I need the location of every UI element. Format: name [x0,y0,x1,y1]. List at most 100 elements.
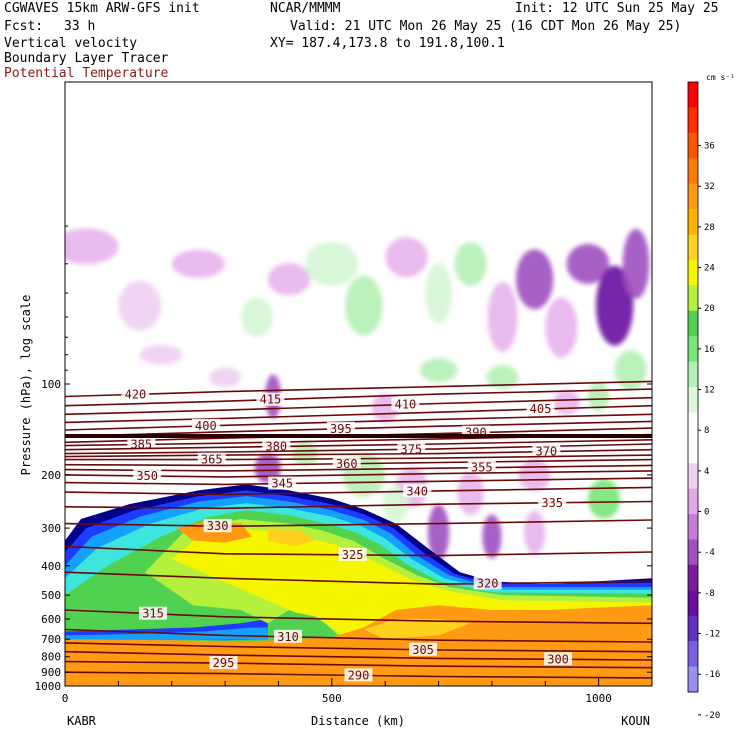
colorbar-tick-label: 0 [704,508,709,518]
vertical-velocity-cell [482,514,502,559]
vertical-velocity-cell [587,478,620,519]
colorbar-frame [687,81,699,693]
theta-label-bg [326,421,355,435]
x-tick-label: 500 [322,692,342,705]
theta-label-bg [338,547,367,561]
theta-contour-label: 395 [330,422,352,436]
tracer-contour [363,619,471,640]
theta-label-bg [467,460,496,474]
theta-label-bg [538,495,567,509]
theta-contour-label: 335 [541,496,563,510]
colorbar-swatch [688,158,698,185]
x-axis: 0 500 1000 [62,678,653,705]
colorbar-swatch [688,641,698,668]
colorbar-swatch [688,234,698,261]
colorbar-swatch [688,412,698,439]
theta-label-bg [473,576,502,590]
x-end-station: KOUN [621,714,650,728]
colorbar-swatch [688,387,698,413]
theta-contour-label: 380 [265,439,287,453]
vertical-velocity-cell [171,249,226,278]
colorbar-swatch [688,183,698,210]
cross-section-endpoints: XY= 187.4,173.8 to 191.8,100.1 [270,36,505,51]
theta-label-bg [391,397,420,411]
colorbar-swatch [688,463,698,490]
model-name: CGWAVES 15km ARW-GFS init [4,1,200,16]
theta-contour-label: 330 [207,519,229,533]
theta-contour-line [65,545,652,557]
vertical-velocity-cell [523,510,546,555]
vertical-velocity-cell [419,358,458,383]
y-tick-label: 600 [41,613,61,626]
vertical-velocity-cell [486,365,519,390]
vertical-velocity-cell [382,486,410,523]
y-tick-label: 200 [41,469,61,482]
colorbar: 36 32 28 24 20 16 12 8 4 0 -4 -8 -12 -16 -20 [687,81,720,721]
colorbar-tick-label: 12 [704,386,715,396]
colorbar-unit: cm s⁻¹ [706,73,735,82]
tracer-contour [267,528,316,547]
theta-contour-label: 365 [201,453,223,467]
theta-contour-line [65,388,652,407]
vertical-velocity-cell [267,263,311,296]
colorbar-tick-label: -16 [704,670,720,680]
theta-contour-label: 340 [406,484,428,498]
theta-contour-label: 415 [260,393,282,407]
field-vertical-velocity: Vertical velocity [4,36,138,51]
theta-label-bg [197,452,226,466]
y-tick-label: 800 [41,651,61,664]
colorbar-swatch [688,132,698,159]
theta-contour-label: 400 [195,419,217,433]
theta-label-bg [139,606,168,620]
theta-contour-label: 325 [342,548,364,562]
vertical-velocity-field [65,228,650,561]
colorbar-swatch [688,285,698,312]
theta-label-bg [274,629,303,643]
tracer-contour [65,627,268,642]
y-tick-label: 500 [41,589,61,602]
theta-label-bg [332,456,361,470]
colorbar-tick-label: 36 [704,142,715,152]
theta-contour-line [65,477,652,486]
colorbar-swatch [688,361,698,388]
colorbar-tick-label: 8 [704,426,709,436]
theta-contour-label: 295 [213,656,235,670]
x-tick-label: 1000 [585,692,612,705]
vertical-velocity-cell [566,243,610,284]
theta-contour-label: 345 [271,477,293,491]
x-tick-label: 0 [62,692,69,705]
theta-contour-line [65,660,652,669]
y-tick-label: 900 [41,666,61,679]
theta-contour-label: 290 [348,668,370,682]
vertical-velocity-cell [305,241,359,286]
colorbar-tick-label: 20 [704,304,715,314]
colorbar-swatch [688,107,698,134]
theta-contour-label: 370 [535,445,557,459]
colorbar-tick-label: 4 [704,467,709,477]
theta-label-bg [191,418,220,432]
forecast-label: Fcst: [4,19,44,34]
colorbar-swatch [688,666,698,693]
vertical-velocity-cell [487,282,518,353]
vertical-velocity-cell [595,265,634,346]
theta-label-bg [262,439,291,453]
theta-label-bg [256,392,285,406]
colorbar-swatch [688,336,698,363]
colorbar-tick-label: 16 [704,345,715,355]
theta-contour-line [65,486,652,496]
theta-label-bg [526,402,555,416]
theta-contour-line [65,439,652,451]
colorbar-tick-label: -12 [704,630,720,640]
colorbar-swatch [688,539,698,566]
vertical-velocity-cell [614,350,647,391]
vertical-velocity-cell [515,249,554,310]
theta-label-bg [268,476,297,490]
colorbar-tick-label: -4 [704,548,715,558]
theta-contour-label: 355 [471,461,493,475]
vertical-velocity-cell [209,367,242,388]
field-boundary-layer-tracer: Boundary Layer Tracer [4,51,169,66]
x-axis-label: Distance (km) [311,714,405,728]
